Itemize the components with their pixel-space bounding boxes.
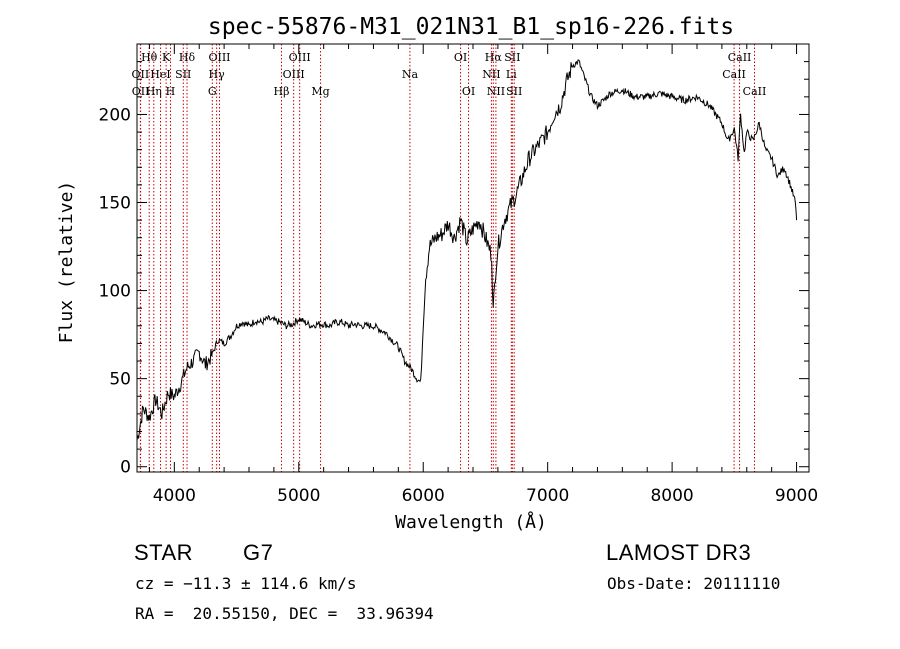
line-label-10: Hγ bbox=[209, 68, 226, 81]
redshift-cz: cz = −11.3 ± 114.6 km/s bbox=[135, 574, 357, 593]
line-label-13: OIII bbox=[283, 68, 305, 81]
line-label-26: CaII bbox=[728, 51, 752, 64]
line-label-7: SII bbox=[175, 68, 191, 81]
line-label-1: OII bbox=[132, 68, 150, 81]
line-label-0: Hθ bbox=[141, 51, 158, 64]
x-axis: 4000 5000 6000 7000 8000 9000 bbox=[148, 44, 818, 506]
x-tick-label-0: 4000 bbox=[153, 486, 196, 506]
y-tick-label-2: 100 bbox=[99, 282, 131, 302]
x-axis-label: Wavelength (Å) bbox=[395, 511, 547, 533]
x-tick-label-4: 8000 bbox=[650, 486, 693, 506]
y-tick-label-0: 0 bbox=[120, 458, 131, 478]
line-label-22: Li bbox=[506, 68, 517, 81]
line-label-17: OI bbox=[454, 51, 467, 64]
line-label-19: Hα bbox=[485, 51, 503, 64]
survey-name: LAMOST DR3 bbox=[606, 540, 752, 565]
chart-title: spec-55876-M31_021N31_B1_sp16-226.fits bbox=[208, 14, 734, 40]
y-axis: 0 50 100 150 200 bbox=[99, 61, 809, 478]
line-label-2: OII bbox=[132, 85, 150, 98]
spectrum-series-line bbox=[136, 59, 798, 441]
x-tick-label-5: 9000 bbox=[775, 486, 818, 506]
y-tick-label-1: 50 bbox=[109, 370, 131, 390]
line-label-5: K bbox=[162, 51, 171, 64]
spectral-subclass: G7 bbox=[243, 540, 274, 565]
line-label-27: CaII bbox=[743, 85, 767, 98]
line-label-4: HeI bbox=[150, 68, 170, 81]
y-tick-label-3: 150 bbox=[99, 194, 131, 214]
ra-dec-coordinates: RA = 20.55150, DEC = 33.96394 bbox=[135, 604, 434, 623]
x-tick-label-3: 7000 bbox=[526, 486, 569, 506]
object-type: STAR bbox=[134, 540, 194, 565]
line-label-20: NII bbox=[482, 68, 500, 81]
line-label-9: OIII bbox=[208, 51, 230, 64]
line-label-12: Hβ bbox=[274, 85, 290, 98]
line-label-14: OIII bbox=[289, 51, 311, 64]
line-label-16: Na bbox=[402, 68, 419, 81]
line-marker-group bbox=[139, 44, 755, 472]
observation-date: Obs-Date: 20111110 bbox=[607, 574, 781, 593]
line-label-11: G bbox=[208, 85, 217, 98]
line-label-15: Mg bbox=[311, 85, 329, 98]
line-label-23: SII bbox=[504, 51, 520, 64]
line-label-6: H bbox=[166, 85, 176, 98]
x-tick-label-1: 5000 bbox=[277, 486, 320, 506]
line-label-21: NII bbox=[487, 85, 505, 98]
line-label-3: Hη bbox=[146, 85, 162, 98]
line-label-18: OI bbox=[462, 85, 475, 98]
line-label-24: SII bbox=[506, 85, 522, 98]
x-tick-label-2: 6000 bbox=[402, 486, 445, 506]
line-label-25: CaII bbox=[722, 68, 746, 81]
plot-frame bbox=[136, 43, 810, 473]
line-label-8: Hδ bbox=[179, 51, 196, 64]
y-axis-label: Flux (relative) bbox=[56, 181, 77, 344]
y-tick-label-4: 200 bbox=[99, 105, 131, 125]
